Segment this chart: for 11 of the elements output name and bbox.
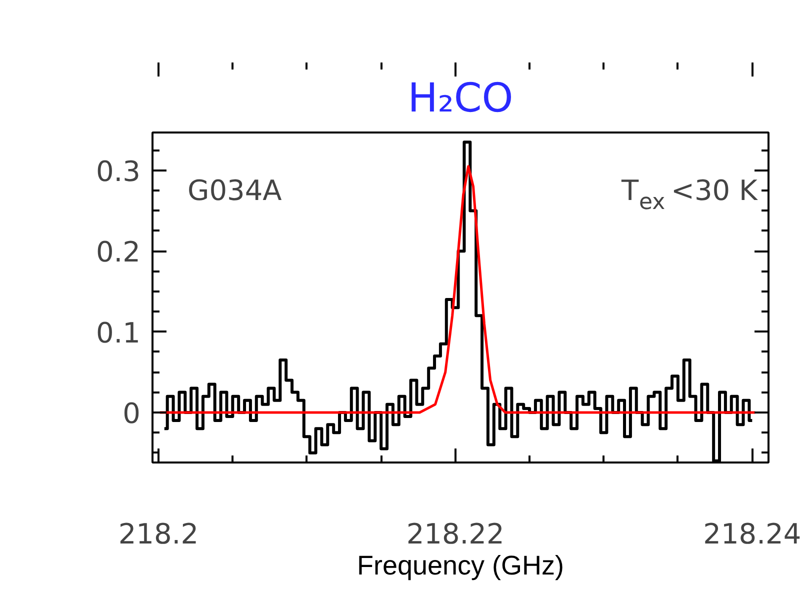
y-tick-label: 0.2 — [96, 236, 140, 269]
y-tick-label: 0.3 — [96, 154, 140, 188]
x-tick-label: 218.24 — [703, 518, 802, 550]
x-tick-label: 218.2 — [118, 518, 199, 550]
chart-title: H₂CO — [408, 76, 514, 122]
y-tick-label: 0.1 — [96, 316, 140, 350]
line-series — [158, 165, 756, 414]
annotation: G034A — [188, 174, 282, 207]
y-tick-label: 0 — [122, 396, 141, 430]
x-tick-label: 218.22 — [406, 518, 504, 550]
x-axis-title: Frequency (GHz) — [356, 550, 564, 580]
